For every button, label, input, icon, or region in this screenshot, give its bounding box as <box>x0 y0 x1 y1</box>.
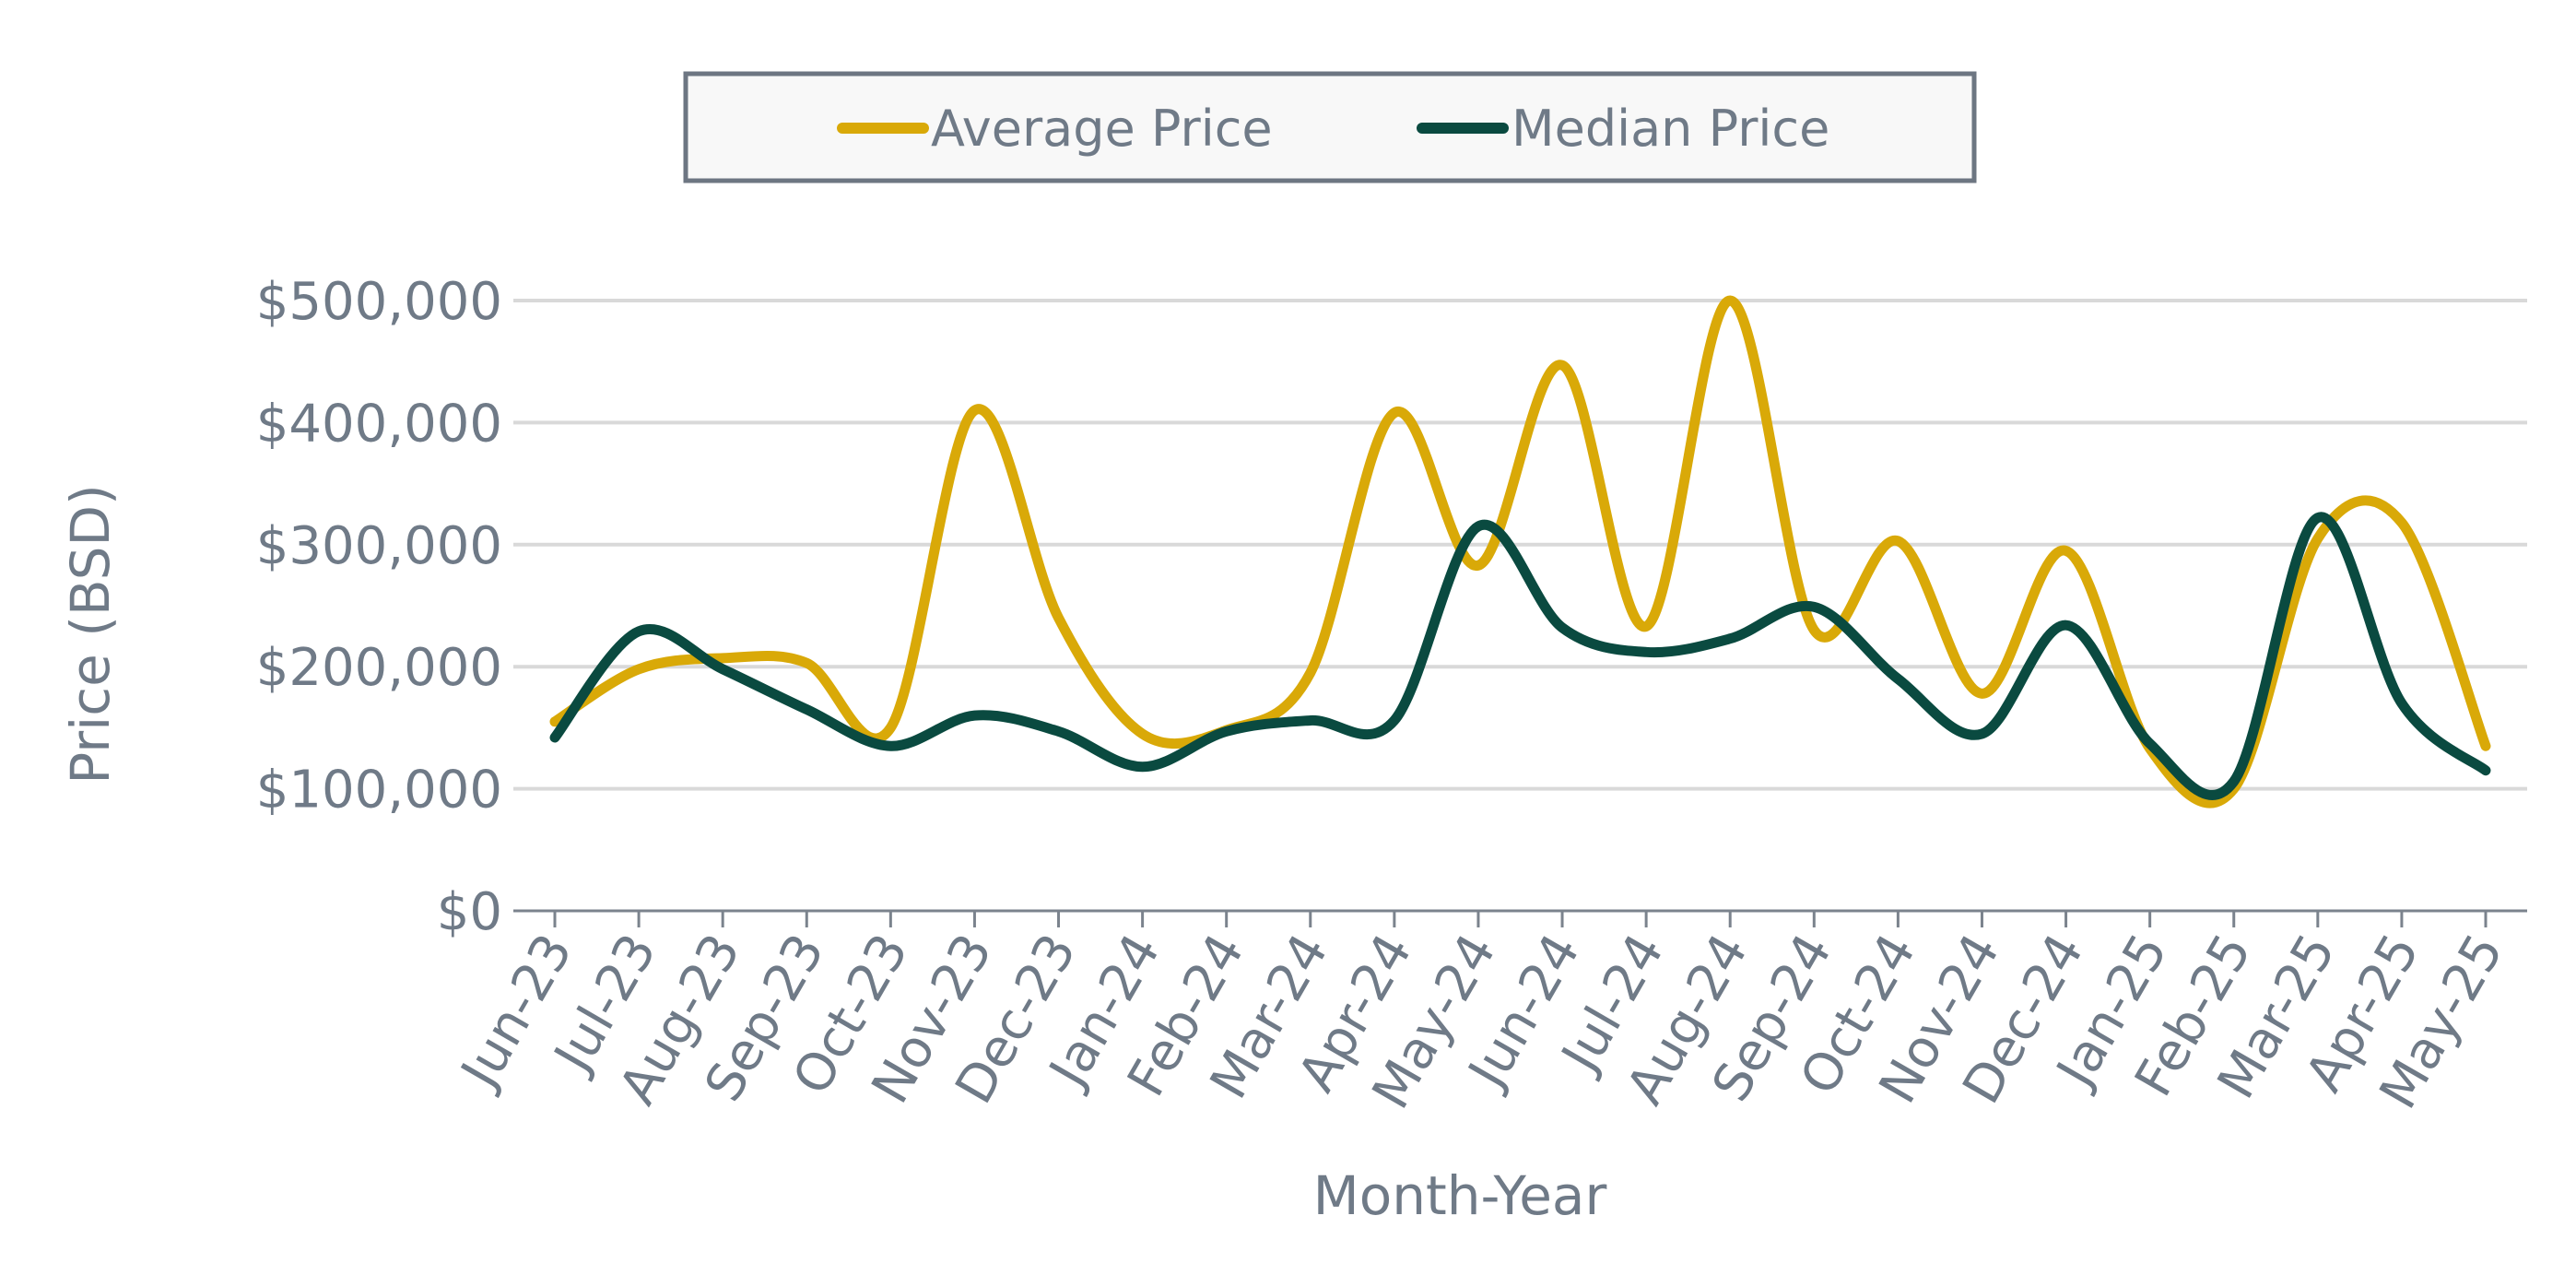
y-tick-label: $300,000 <box>256 516 502 576</box>
legend-label-average-price: Average Price <box>931 100 1273 158</box>
series-lines <box>549 295 2491 809</box>
series-line-median-price <box>549 512 2491 800</box>
x-tick-label: Jun-23 <box>449 925 584 1100</box>
y-tick-label: $500,000 <box>256 272 502 332</box>
x-axis-title: Month-Year <box>1313 1164 1607 1227</box>
legend-label-median-price: Median Price <box>1511 100 1829 158</box>
y-tick-label: $200,000 <box>256 638 502 698</box>
y-tick-label: $400,000 <box>256 394 502 454</box>
y-tick-label: $100,000 <box>256 761 502 820</box>
y-tick-label: $0 <box>437 882 502 942</box>
y-axis-title: Price (BSD) <box>59 484 122 784</box>
legend: Average Price Median Price <box>683 71 1977 183</box>
